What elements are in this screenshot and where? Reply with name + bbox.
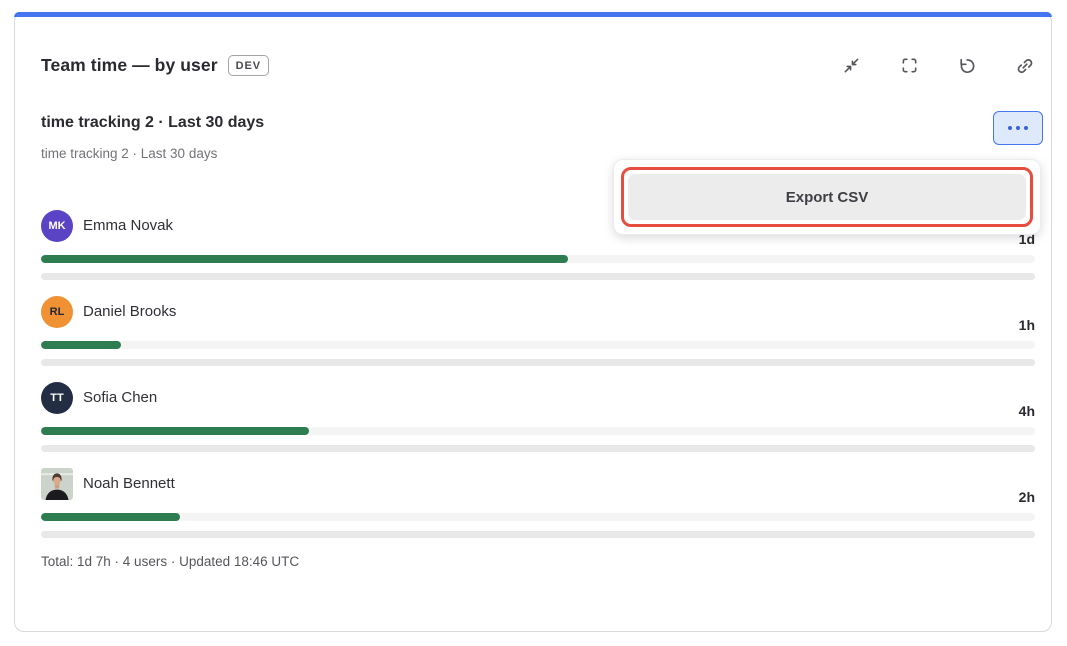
card-header: Team time — by user DEV [15, 17, 1051, 76]
time-bar-track [41, 255, 1035, 263]
maximize-button[interactable] [899, 56, 919, 76]
click-highlight-annotation: Export CSV [621, 167, 1033, 227]
card-title: Team time — by user [41, 55, 218, 75]
card-toolbar [841, 56, 1035, 76]
user-time: 4h [1018, 403, 1035, 419]
user-list: MK Emma Novak 1d RL Daniel Brooks 1h [41, 210, 1035, 538]
ellipsis-icon [1008, 126, 1028, 130]
time-bar-track [41, 427, 1035, 435]
link-icon [1017, 58, 1033, 73]
time-bar-fill [41, 341, 121, 349]
user-photo [41, 468, 73, 500]
time-bar-track [41, 513, 1035, 521]
widget-footer: Total: 1d 7h · 4 users · Updated 18:46 U… [41, 554, 300, 569]
secondary-bar [41, 531, 1035, 538]
avatar-photo [41, 468, 73, 500]
menu-item-export-csv[interactable]: Export CSV [628, 174, 1026, 220]
user-name: Emma Novak [83, 217, 174, 234]
team-time-card: Team time — by user DEV [14, 12, 1052, 632]
time-bar-fill [41, 427, 310, 435]
collapse-icon [844, 58, 858, 73]
secondary-bar [41, 273, 1035, 280]
user-time: 1h [1018, 317, 1035, 333]
env-badge: DEV [227, 55, 269, 76]
user-row: RL Daniel Brooks 1h [41, 296, 1035, 366]
user-row: MK Emma Novak 1d [41, 210, 1035, 280]
secondary-bar [41, 359, 1035, 366]
secondary-bar [41, 445, 1035, 452]
collapse-button[interactable] [841, 56, 861, 76]
copy-link-button[interactable] [1015, 56, 1035, 76]
avatar: TT [41, 382, 73, 414]
time-bar-fill [41, 255, 568, 263]
maximize-icon [902, 58, 916, 73]
time-bar-fill [41, 513, 181, 521]
user-time: 2h [1018, 489, 1035, 505]
avatar: MK [41, 210, 73, 242]
user-name: Sofia Chen [83, 389, 158, 406]
user-row: Noah Bennett 2h [41, 468, 1035, 538]
widget-title: time tracking 2 · Last 30 days [41, 114, 265, 131]
more-actions-button[interactable] [993, 111, 1043, 145]
retry-icon [960, 58, 975, 73]
user-row: TT Sofia Chen 4h [41, 382, 1035, 452]
retry-button[interactable] [957, 56, 977, 76]
user-name: Noah Bennett [83, 475, 175, 492]
card-accent-bar [14, 12, 1052, 17]
user-name: Daniel Brooks [83, 303, 177, 320]
widget-body: time tracking 2 · Last 30 days time trac… [15, 114, 1051, 569]
dropdown-menu: Export CSV [613, 159, 1041, 235]
widget-subtitle: time tracking 2 · Last 30 days [41, 146, 218, 161]
time-bar-track [41, 341, 1035, 349]
user-time: 1d [1018, 231, 1035, 247]
avatar: RL [41, 296, 73, 328]
